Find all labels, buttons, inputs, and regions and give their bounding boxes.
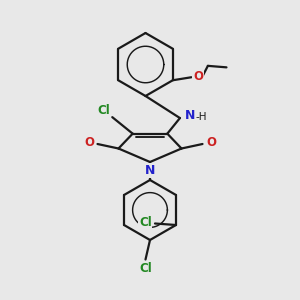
Text: O: O <box>206 136 216 149</box>
Text: N: N <box>184 109 195 122</box>
Text: Cl: Cl <box>139 262 152 275</box>
Text: O: O <box>84 136 94 149</box>
Text: O: O <box>193 70 203 83</box>
Text: -H: -H <box>196 112 207 122</box>
Text: Cl: Cl <box>97 104 110 117</box>
Text: Cl: Cl <box>139 216 152 230</box>
Text: N: N <box>145 164 155 177</box>
